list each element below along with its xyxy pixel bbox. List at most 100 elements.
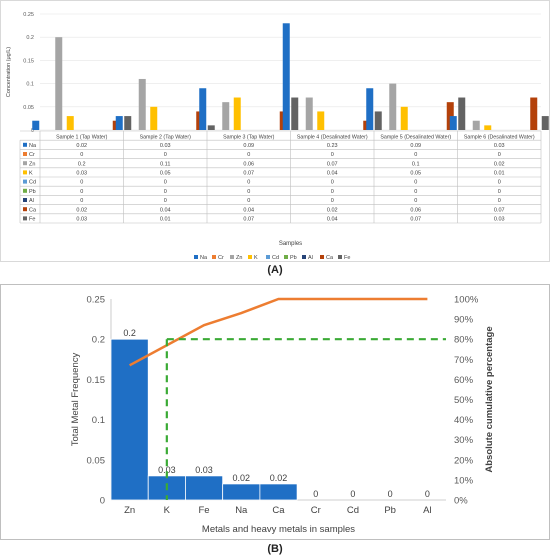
chart-a: 0 0.05 0.1 0.15 0.2 0.25 Concentration (μg/L) S… <box>0 0 550 262</box>
chart-b-bar-zn <box>110 338 149 501</box>
chart-a-table-cell: 0.07 <box>494 207 505 213</box>
chart-a-table-cell: 0 <box>164 189 167 195</box>
chart-b-data-label: 0 <box>313 489 318 499</box>
chart-a-table-cell: 0 <box>331 198 334 204</box>
chart-a-table-series-name: Cd <box>29 180 36 186</box>
chart-a-bar-na <box>32 120 40 130</box>
chart-a-legend-label-zn: Zn <box>236 255 242 261</box>
chart-a-ytick: 0.05 <box>23 105 34 111</box>
chart-a-table-key <box>23 188 27 193</box>
chart-b: 0 0.05 0.1 0.15 0.2 0.25 0% 10% 20% 30% 40% 50% 60% 7… <box>0 284 550 540</box>
chart-a-legend-key-fe <box>338 255 342 259</box>
chart-a-ylabel: Concentration (μg/L) <box>6 47 12 97</box>
chart-a-table-cell: 0.02 <box>494 161 505 167</box>
chart-a-table-cell: 0 <box>247 189 250 195</box>
chart-a-table-cell: 0.05 <box>410 171 421 177</box>
chart-a-legend-label-pb: Pb <box>290 255 297 261</box>
chart-a-bar-fe <box>458 97 466 130</box>
chart-a-ytick: 0.25 <box>23 12 34 18</box>
chart-a-bar-k <box>317 111 325 130</box>
chart-b-ytick: 0 <box>100 496 105 507</box>
chart-a-table-cell: 0.01 <box>494 171 505 177</box>
chart-a-table-key <box>23 179 27 184</box>
chart-a-legend-label-ca: Ca <box>326 255 334 261</box>
chart-a-legend-label-k: K <box>254 255 258 261</box>
chart-b-data-label: 0.03 <box>158 465 176 475</box>
chart-a-bar-zn <box>472 120 480 130</box>
chart-b-y2tick: 100% <box>454 295 479 306</box>
chart-a-bar-k <box>484 125 492 130</box>
chart-b-bar-na <box>222 483 261 501</box>
chart-b-xtick: Pb <box>384 505 396 516</box>
chart-a-legend-label-fe: Fe <box>344 255 350 261</box>
chart-a-legend-key-ca <box>320 255 324 259</box>
chart-a-bar-fe <box>374 111 382 130</box>
chart-b-bar-ca <box>259 483 298 501</box>
chart-b-xtick: Ca <box>272 505 285 516</box>
chart-a-table-header: Sample 2 (Tap Water) <box>140 135 192 141</box>
chart-a-table-series-name: Zn <box>29 161 35 167</box>
chart-a-table-cell: 0.07 <box>243 171 254 177</box>
chart-a-bar-na <box>115 116 123 130</box>
chart-b-xtick: Fe <box>199 505 210 516</box>
chart-a-ytick: 0.1 <box>26 82 34 88</box>
chart-a-table-cell: 0.1 <box>412 161 420 167</box>
chart-b-xtick: Cr <box>311 505 321 516</box>
chart-a-table-cell: 0.11 <box>160 161 170 167</box>
chart-a-table-key <box>23 198 27 202</box>
chart-b-data-label: 0.02 <box>233 473 251 483</box>
chart-a-table-header: Sample 3 (Tap Water) <box>223 135 275 141</box>
chart-b-data-label: 0 <box>425 489 430 499</box>
chart-a-legend-key-cd <box>266 255 270 259</box>
chart-a-table-cell: 0 <box>80 152 83 158</box>
chart-a-table-cell: 0.09 <box>243 143 254 149</box>
chart-a-table-cell: 0 <box>164 198 167 204</box>
chart-a-bar-zn <box>389 83 397 130</box>
chart-a-table-cell: 0 <box>414 152 417 158</box>
chart-b-ytick: 0.15 <box>87 375 106 386</box>
chart-a-legend-key-al <box>302 255 306 259</box>
panel-label-a: (A) <box>267 264 283 276</box>
chart-a-table-key <box>23 170 27 175</box>
chart-a-bar-zn <box>222 102 230 130</box>
chart-b-ytick: 0.2 <box>92 335 105 346</box>
chart-a-table-cell: 0 <box>331 152 334 158</box>
chart-b-ytick: 0.05 <box>87 455 106 466</box>
chart-a-table-cell: 0.02 <box>76 207 87 213</box>
chart-b-bar-fe <box>185 475 224 501</box>
chart-b-xtick: Na <box>235 505 248 516</box>
chart-a-table-cell: 0.05 <box>160 171 171 177</box>
chart-a-table-cell: 0.07 <box>243 217 254 223</box>
chart-b-xtick: Al <box>423 505 431 516</box>
chart-b-y2tick: 40% <box>454 415 474 426</box>
chart-a-table-cell: 0.03 <box>160 143 171 149</box>
chart-b-y2tick: 60% <box>454 375 474 386</box>
chart-a-table-cell: 0 <box>331 180 334 186</box>
chart-a-table-cell: 0.03 <box>76 171 87 177</box>
chart-a-legend-key-k <box>248 255 252 259</box>
chart-a-bar-na <box>449 116 457 130</box>
chart-a-table-key <box>23 207 27 212</box>
chart-a-table-cell: 0.02 <box>76 143 87 149</box>
chart-a-table-cell: 0 <box>498 152 501 158</box>
chart-a-bar-k <box>66 116 74 130</box>
chart-a-xlabel: Samples <box>279 241 302 247</box>
chart-a-legend-key-zn <box>230 255 234 259</box>
chart-a-table-key <box>23 152 27 156</box>
chart-b-data-label: 0 <box>350 489 355 499</box>
chart-a-table-series-name: Pb <box>29 189 36 195</box>
chart-a-legend-key-pb <box>284 255 288 259</box>
chart-a-table-series-name: Cr <box>29 152 35 158</box>
chart-a-table-cell: 0 <box>247 198 250 204</box>
chart-b-y2tick: 20% <box>454 455 474 466</box>
chart-a-bar-na <box>199 88 207 130</box>
chart-a-table-cell: 0 <box>414 180 417 186</box>
chart-b-data-label: 0.03 <box>195 465 213 475</box>
chart-a-table-cell: 0.03 <box>76 217 87 223</box>
chart-a-bar-zn <box>55 37 63 131</box>
chart-b-y2label: Absolute cumulative percentage <box>484 326 495 472</box>
chart-a-table-header: Sample 4 (Desalinated Water) <box>297 135 368 141</box>
chart-a-table-cell: 0.06 <box>410 207 421 213</box>
chart-a-table-cell: 0.03 <box>494 143 505 149</box>
chart-a-svg: 0 0.05 0.1 0.15 0.2 0.25 Concentration (μg/L) S… <box>0 0 550 262</box>
